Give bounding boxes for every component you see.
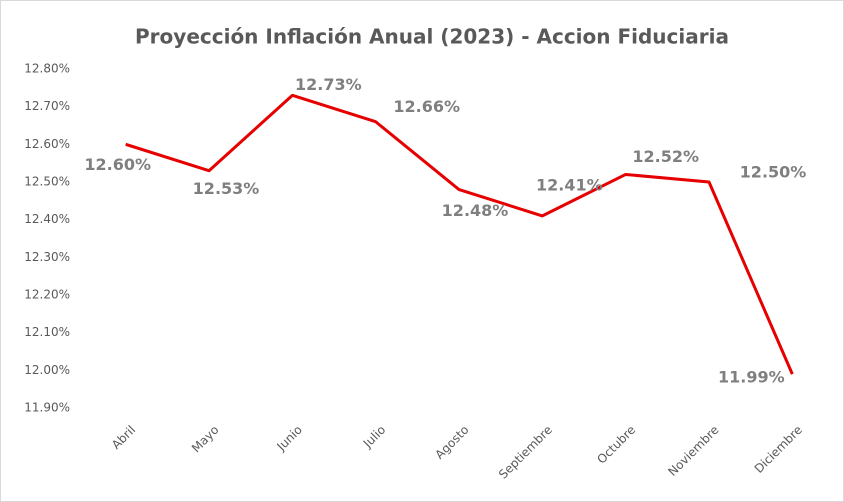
y-tick-label: 12.30% xyxy=(24,250,70,264)
data-label: 12.52% xyxy=(632,147,699,166)
data-label: 12.48% xyxy=(442,201,509,220)
y-tick-label: 12.50% xyxy=(24,175,70,189)
data-label: 11.99% xyxy=(718,368,785,387)
y-tick-label: 12.40% xyxy=(24,212,70,226)
y-tick-label: 11.90% xyxy=(24,401,70,415)
data-label: 12.73% xyxy=(295,75,362,94)
line xyxy=(125,93,794,375)
y-tick-label: 12.70% xyxy=(24,99,70,113)
y-tick-label: 12.00% xyxy=(24,363,70,377)
data-label: 12.41% xyxy=(536,175,603,194)
data-label: 12.60% xyxy=(84,155,151,174)
y-tick-label: 12.80% xyxy=(24,62,70,76)
y-tick-label: 12.10% xyxy=(24,325,70,339)
chart-title: Proyección Inflación Anual (2023) - Acci… xyxy=(135,25,729,49)
y-tick-label: 12.20% xyxy=(24,288,70,302)
data-label: 12.66% xyxy=(393,97,460,116)
y-tick-label: 12.60% xyxy=(24,137,70,151)
data-label: 12.50% xyxy=(740,163,807,182)
data-label: 12.53% xyxy=(193,179,260,198)
